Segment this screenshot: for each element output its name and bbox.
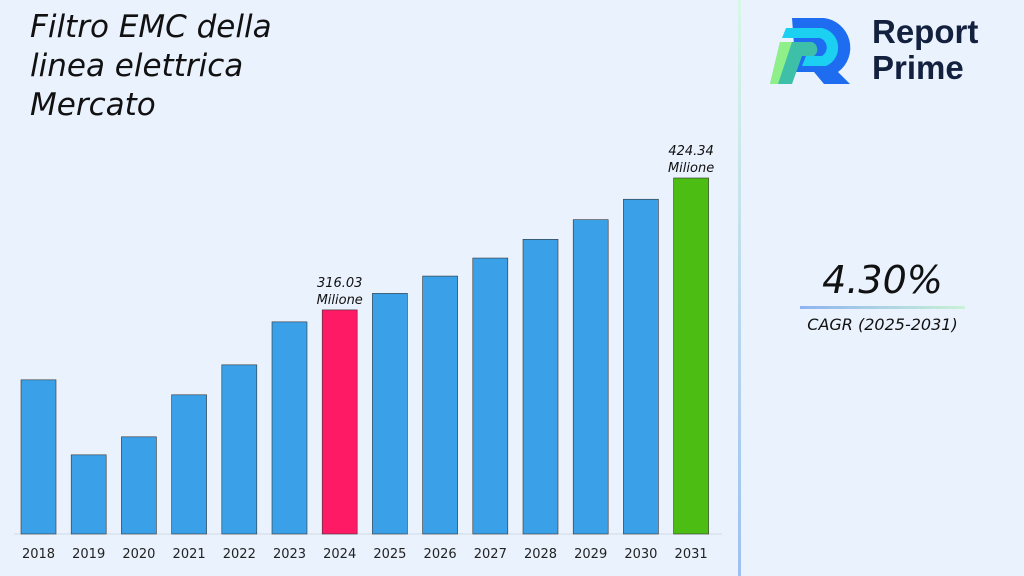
x-tick-label: 2019 — [72, 547, 105, 562]
x-tick-label: 2026 — [424, 547, 457, 562]
cagr-label: CAGR (2025-2031) — [807, 315, 958, 334]
bar-2021 — [171, 394, 207, 535]
x-tick-label: 2031 — [675, 547, 708, 562]
cagr-value: 4.30% — [822, 258, 943, 302]
bar-2022 — [221, 364, 258, 535]
brand-line1: Report — [872, 13, 979, 50]
x-tick-label: 2024 — [323, 547, 356, 562]
bar-2018 — [20, 379, 57, 535]
bar-2024 — [321, 309, 358, 535]
x-tick-label: 2022 — [223, 547, 256, 562]
data-label-unit: Milione — [317, 293, 363, 308]
bar-2028 — [522, 239, 559, 535]
cagr-panel: 4.30% CAGR (2025-2031) — [800, 258, 965, 334]
data-label-value: 316.03 — [317, 276, 363, 291]
data-label-unit: Milione — [668, 161, 714, 176]
chart-title: Filtro EMC della linea elettrica Mercato — [30, 9, 272, 123]
bar-chart: 2018 2019 2020 2021 2022 2023 2024 2025 2026 2027… — [14, 144, 722, 562]
report-prime-logo-icon — [770, 18, 851, 84]
data-label-value: 424.34 — [668, 144, 714, 159]
x-tick-label: 2025 — [373, 547, 406, 562]
x-tick-label: 2029 — [574, 547, 607, 562]
bar-2026 — [422, 275, 458, 535]
bar-2025 — [372, 293, 408, 535]
brand-name: Report Prime — [872, 14, 978, 86]
bar-2030 — [623, 198, 659, 535]
x-tick-label: 2030 — [624, 547, 657, 562]
brand-line2: Prime — [872, 49, 964, 86]
bar-2019 — [70, 454, 107, 535]
x-tick-label: 2023 — [273, 547, 306, 562]
x-tick-label: 2020 — [122, 547, 155, 562]
bar-2029 — [572, 219, 609, 535]
x-tick-label: 2018 — [22, 547, 55, 562]
bar-2031 — [673, 177, 709, 535]
bar-2027 — [472, 257, 509, 535]
bar-2020 — [121, 436, 157, 535]
x-tick-label: 2021 — [173, 547, 206, 562]
bar-2023 — [271, 321, 308, 535]
cagr-underline — [800, 306, 965, 309]
x-tick-label: 2028 — [524, 547, 557, 562]
x-tick-label: 2027 — [474, 547, 507, 562]
divider — [738, 0, 741, 576]
